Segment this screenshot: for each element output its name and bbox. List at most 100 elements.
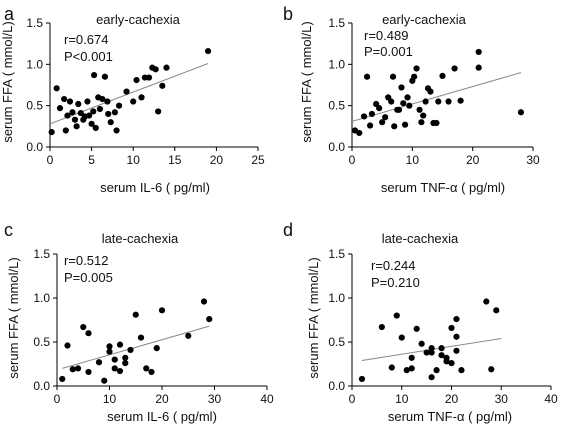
data-point	[411, 73, 418, 80]
data-point	[155, 108, 162, 115]
data-point	[153, 345, 160, 352]
panel-letter-c: c	[4, 220, 13, 240]
data-point	[71, 116, 79, 123]
data-point	[413, 65, 420, 72]
regression-line	[49, 63, 209, 125]
data-point	[115, 102, 123, 109]
data-point	[398, 84, 405, 91]
data-point	[428, 349, 435, 356]
data-point	[90, 71, 98, 79]
data-point	[443, 354, 450, 361]
data-point	[96, 105, 104, 113]
data-point	[393, 312, 400, 319]
panel-letter-d: d	[283, 220, 293, 240]
plot-area: 0 10 20 30 40 0.0 0.5 1.0 1.5	[328, 247, 558, 406]
data-point	[90, 108, 97, 115]
data-point	[401, 121, 409, 128]
data-point	[75, 100, 82, 108]
x-axis-label: serum IL-6 ( pg/ml)	[107, 409, 217, 424]
y-tick-label: 1.5	[26, 16, 43, 30]
y-tick-label: 1.0	[328, 291, 345, 305]
data-point	[395, 106, 403, 113]
y-axis-label: serum FFA ( mmol/L)	[306, 257, 321, 378]
data-point	[86, 112, 93, 119]
x-tick-label: 20	[155, 392, 169, 406]
data-point	[445, 98, 452, 105]
data-point	[389, 73, 397, 80]
data-point	[148, 368, 155, 376]
y-tick-label: 0.5	[33, 335, 50, 349]
data-point	[360, 113, 368, 120]
y-tick-label: 0.0	[328, 379, 345, 393]
x-tick-label: 40	[544, 392, 558, 406]
x-tick-label: 10	[127, 153, 141, 167]
data-point	[152, 66, 159, 73]
data-point	[113, 127, 120, 134]
regression-line	[351, 72, 522, 122]
y-tick-label: 0.0	[26, 140, 43, 154]
stat-r: r=0.489	[364, 28, 408, 43]
data-point	[406, 102, 413, 109]
data-point	[143, 365, 150, 372]
data-point	[428, 374, 435, 381]
y-tick-label: 0.5	[328, 335, 345, 349]
data-point	[185, 332, 192, 339]
data-point	[95, 359, 103, 366]
y-axis-label: serum FFA ( mmol/L)	[299, 21, 314, 142]
x-tick-label: 0	[349, 392, 356, 406]
data-point	[48, 129, 55, 136]
data-point	[420, 112, 427, 119]
stat-p: P<0.001	[64, 49, 113, 64]
data-point	[69, 109, 76, 116]
data-point	[403, 367, 410, 374]
data-point	[488, 366, 495, 373]
data-point	[382, 114, 389, 121]
data-point	[433, 367, 440, 374]
stat-r: r=0.244	[371, 258, 415, 273]
data-point	[138, 94, 145, 101]
data-point	[438, 345, 445, 352]
y-tick-label: 1.0	[33, 291, 50, 305]
x-axis-label: serum TNF-α ( pg/ml)	[388, 409, 512, 424]
data-point	[111, 109, 118, 116]
data-point	[106, 348, 113, 355]
stat-r: r=0.674	[64, 32, 108, 47]
data-point	[107, 119, 114, 126]
y-axis-label: serum FFA ( mmol/L)	[6, 257, 21, 378]
data-point	[404, 94, 411, 101]
x-tick-label: 5	[88, 153, 95, 167]
data-point	[123, 88, 130, 95]
x-tick-label: 25	[251, 153, 265, 167]
data-point	[200, 298, 208, 305]
data-point	[427, 88, 434, 95]
x-axis-label: serum TNF-α ( pg/ml)	[381, 180, 505, 195]
data-point	[116, 367, 124, 375]
data-point	[111, 356, 118, 363]
data-point	[85, 330, 92, 337]
data-point	[422, 98, 429, 105]
stat-r: r=0.512	[64, 253, 108, 268]
y-tick-label: 1.5	[33, 247, 50, 261]
data-point	[62, 127, 69, 134]
panel-c: c late-cachexia r=0.512 P=0.005 serum IL…	[4, 220, 274, 424]
data-point	[400, 100, 407, 107]
data-point	[448, 324, 455, 332]
data-point	[106, 343, 113, 350]
data-point	[493, 307, 500, 314]
data-point	[475, 64, 482, 71]
data-point	[111, 365, 118, 372]
data-point	[408, 365, 415, 372]
data-point	[99, 95, 106, 103]
data-point	[439, 72, 446, 80]
data-point	[64, 112, 71, 119]
x-axis-label: serum IL-6 ( pg/ml)	[100, 180, 210, 195]
panel-b: b early-cachexia r=0.489 P=0.001 serum T…	[283, 4, 540, 195]
data-point	[428, 345, 435, 352]
x-tick-label: 30	[208, 392, 222, 406]
data-point	[376, 105, 383, 112]
x-tick-label: 20	[466, 153, 480, 167]
panel-a: a early-cachexia r=0.674 P<0.001 serum I…	[0, 4, 265, 195]
y-tick-label: 1.5	[328, 247, 345, 261]
y-tick-label: 1.5	[328, 16, 345, 30]
